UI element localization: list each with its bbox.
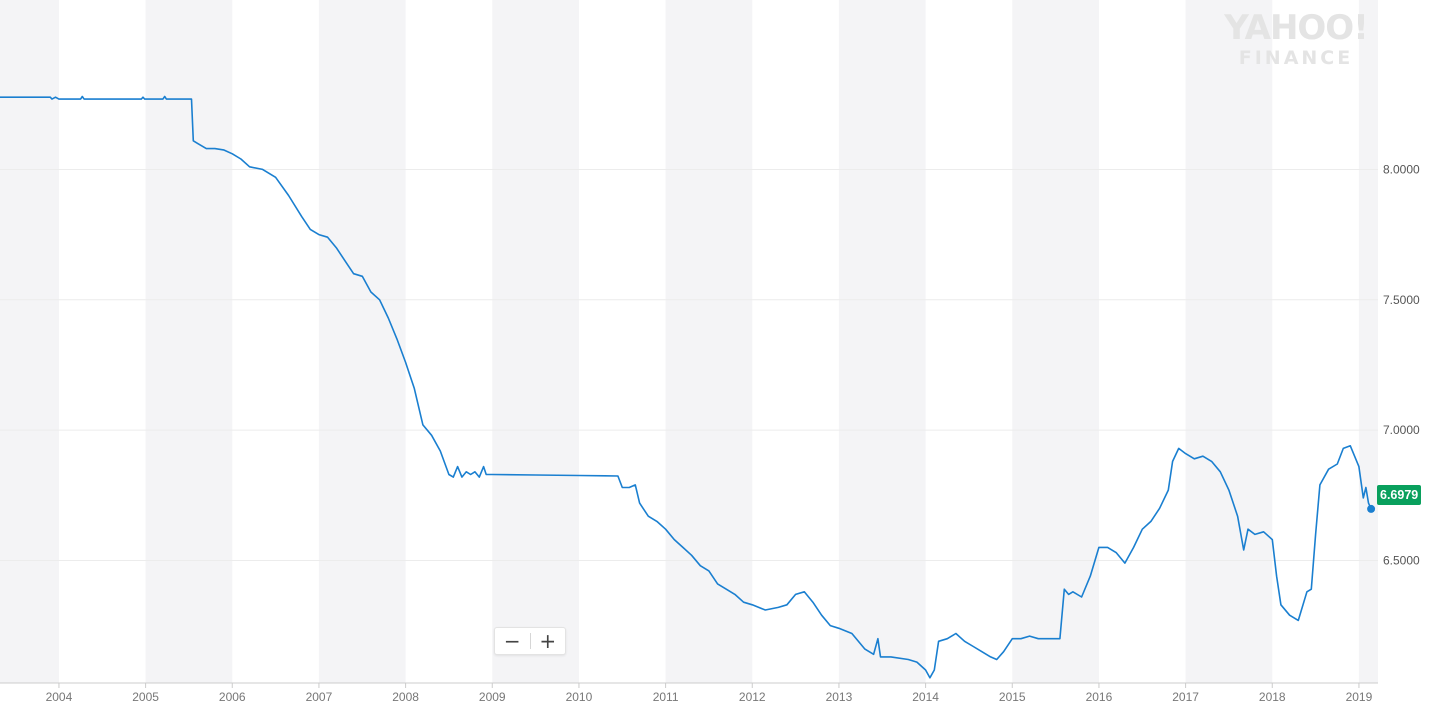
y-axis-ticks: 8.0000 7.5000 7.0000 6.5000 — [1383, 162, 1420, 567]
gridlines — [0, 168, 1378, 561]
x-tick-label: 2012 — [739, 690, 766, 704]
year-band-2019 — [1358, 0, 1378, 683]
x-tick-label: 2009 — [479, 690, 506, 704]
x-tick-label: 2007 — [306, 690, 333, 704]
y-tick-label: 7.5000 — [1383, 293, 1420, 307]
x-tick-label: 2004 — [46, 690, 73, 704]
year-band-2009 — [492, 0, 579, 683]
x-tick-label: 2011 — [653, 690, 679, 704]
x-tick-label: 2019 — [1346, 690, 1373, 704]
zoom-divider — [529, 633, 531, 649]
x-tick-label: 2014 — [912, 690, 939, 704]
x-tick-label: 2015 — [999, 690, 1026, 704]
zoom-in-button[interactable]: + — [539, 629, 557, 653]
current-price-badge: 6.6979 — [1377, 485, 1422, 505]
year-band-2005 — [145, 0, 233, 683]
y-tick-label: 6.5000 — [1383, 553, 1420, 567]
y-tick-label: 8.0000 — [1383, 162, 1420, 176]
price-line — [0, 95, 1372, 679]
zoom-controls: − + — [494, 627, 566, 655]
x-tick-label: 2006 — [219, 690, 246, 704]
x-tick-label: 2018 — [1259, 690, 1286, 704]
watermark-finance: FINANCE — [1239, 47, 1353, 69]
year-band-2007 — [318, 0, 406, 683]
x-tick-label: 2005 — [132, 690, 159, 704]
x-tick-label: 2016 — [1086, 690, 1113, 704]
x-tick-label: 2013 — [826, 690, 853, 704]
watermark-yahoo: YAHOO! — [1223, 8, 1367, 48]
x-axis-ticks: 2004 2005 2006 2007 2008 2009 2010 2011 2012 2013… — [46, 683, 1373, 704]
year-band-2011 — [665, 0, 753, 683]
year-band-2003 — [0, 0, 59, 683]
year-bands — [0, 0, 1378, 683]
year-band-2013 — [838, 0, 926, 683]
x-tick-label: 2010 — [566, 690, 593, 704]
x-tick-label: 2008 — [392, 690, 419, 704]
year-band-2015 — [1012, 0, 1099, 683]
last-price-marker — [1367, 504, 1376, 513]
year-band-2017 — [1185, 0, 1273, 683]
zoom-out-button[interactable]: − — [503, 629, 521, 653]
y-tick-label: 7.0000 — [1383, 423, 1420, 437]
x-tick-label: 2017 — [1172, 690, 1199, 704]
